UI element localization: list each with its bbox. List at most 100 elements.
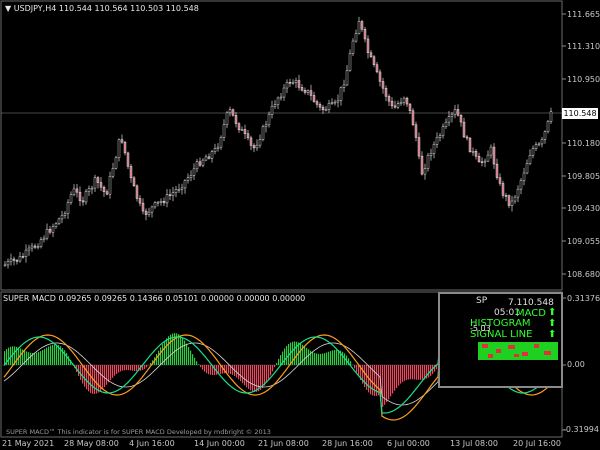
candle-body (78, 191, 82, 201)
histogram-bar (324, 353, 326, 365)
histogram-bar (396, 365, 398, 389)
candle-body (210, 151, 214, 159)
histogram-bar (224, 365, 226, 374)
histogram-bar (68, 356, 70, 365)
candle-body (291, 82, 295, 84)
histogram-bar (232, 365, 234, 375)
histogram-bar (8, 347, 10, 365)
candle-body (96, 177, 100, 183)
candle-body (396, 103, 400, 108)
candle-body (492, 146, 496, 165)
candle-body (177, 189, 181, 191)
histogram-bar (318, 353, 320, 365)
arrow-up-icon: ⬆ (548, 307, 557, 318)
histogram-bar (104, 365, 106, 388)
candle-body (84, 191, 88, 203)
histogram-bar (158, 350, 160, 365)
histogram-bar (428, 365, 430, 378)
candle-body (444, 121, 448, 127)
histogram-bar (26, 351, 28, 365)
histogram-bar (128, 365, 130, 371)
candle-body (174, 189, 178, 193)
candle-body (75, 188, 79, 193)
candle-body (105, 191, 109, 195)
time-tick: 21 Jun 08:00 (258, 439, 309, 448)
candle-body (165, 194, 169, 204)
candle-body (141, 202, 145, 212)
histogram-bar (270, 365, 272, 376)
histogram-bar (254, 365, 256, 392)
candle-body (408, 103, 412, 111)
histogram-bar (434, 365, 436, 372)
candle-body (285, 82, 289, 89)
candle-body (507, 195, 511, 206)
candle-body (366, 38, 370, 53)
candle-body (228, 109, 232, 114)
candle-body (306, 90, 310, 93)
candle-body (372, 56, 376, 65)
histogram-bar (32, 353, 34, 365)
candle-body (486, 154, 490, 162)
histogram-bar (82, 365, 84, 384)
histogram-bar (60, 346, 62, 365)
histogram-bar (84, 365, 86, 387)
histogram-bar (180, 335, 182, 365)
candle-body (498, 177, 502, 184)
candle-body (24, 249, 28, 257)
histogram-bar (138, 365, 140, 372)
histogram-bar (4, 351, 6, 365)
candle-body (123, 141, 127, 154)
histogram-bar (90, 365, 92, 393)
candle-body (54, 223, 58, 227)
histogram-bar (282, 351, 284, 365)
candle-body (438, 135, 442, 138)
histogram-bar (212, 365, 214, 376)
histogram-bar (228, 365, 230, 374)
candle-body (519, 180, 523, 190)
time-tick: 20 Jul 16:00 (513, 439, 561, 448)
histogram-bar (56, 344, 58, 365)
candle-body (423, 168, 427, 175)
candle-body (378, 71, 382, 82)
candle-body (321, 106, 325, 111)
candle-body (72, 188, 76, 195)
candle-body (453, 109, 457, 115)
candle-body (465, 136, 469, 139)
histogram-bar (24, 350, 26, 365)
histogram-bar (246, 365, 248, 388)
histogram-bar (220, 365, 222, 374)
histogram-bar (252, 365, 254, 392)
histogram-bar (266, 365, 268, 383)
histogram-bar (172, 333, 174, 365)
candle-body (81, 200, 85, 203)
candle-body (354, 33, 358, 42)
time-tick: 14 Jun 00:00 (194, 439, 245, 448)
histogram-bar (106, 365, 108, 385)
candle-body (246, 133, 250, 139)
histogram-bar (286, 345, 288, 365)
histogram-bar (118, 365, 120, 373)
candle-body (102, 186, 106, 192)
histogram-bar (372, 365, 374, 396)
candle-body (117, 139, 121, 158)
candle-body (393, 105, 397, 108)
histogram-bar (340, 350, 342, 365)
price-tick: 110.950 (567, 75, 600, 84)
histogram-bar (348, 358, 350, 365)
histogram-bar (362, 365, 364, 384)
histogram-bar (382, 365, 384, 408)
time-tick: 13 Jul 08:00 (450, 439, 498, 448)
candle-body (138, 198, 142, 204)
histogram-bar (336, 349, 338, 365)
histogram-bar (34, 352, 36, 365)
candle-body (36, 246, 40, 248)
histogram-bar (410, 365, 412, 380)
histogram-bar (394, 365, 396, 391)
indicator-tick: 0.31376 (567, 294, 600, 303)
histogram-bar (36, 352, 38, 365)
candle-body (255, 144, 259, 149)
time-tick: 21 May 2021 (2, 439, 55, 448)
candle-body (447, 116, 451, 123)
histogram-bar (200, 365, 202, 368)
candle-body (348, 53, 352, 71)
